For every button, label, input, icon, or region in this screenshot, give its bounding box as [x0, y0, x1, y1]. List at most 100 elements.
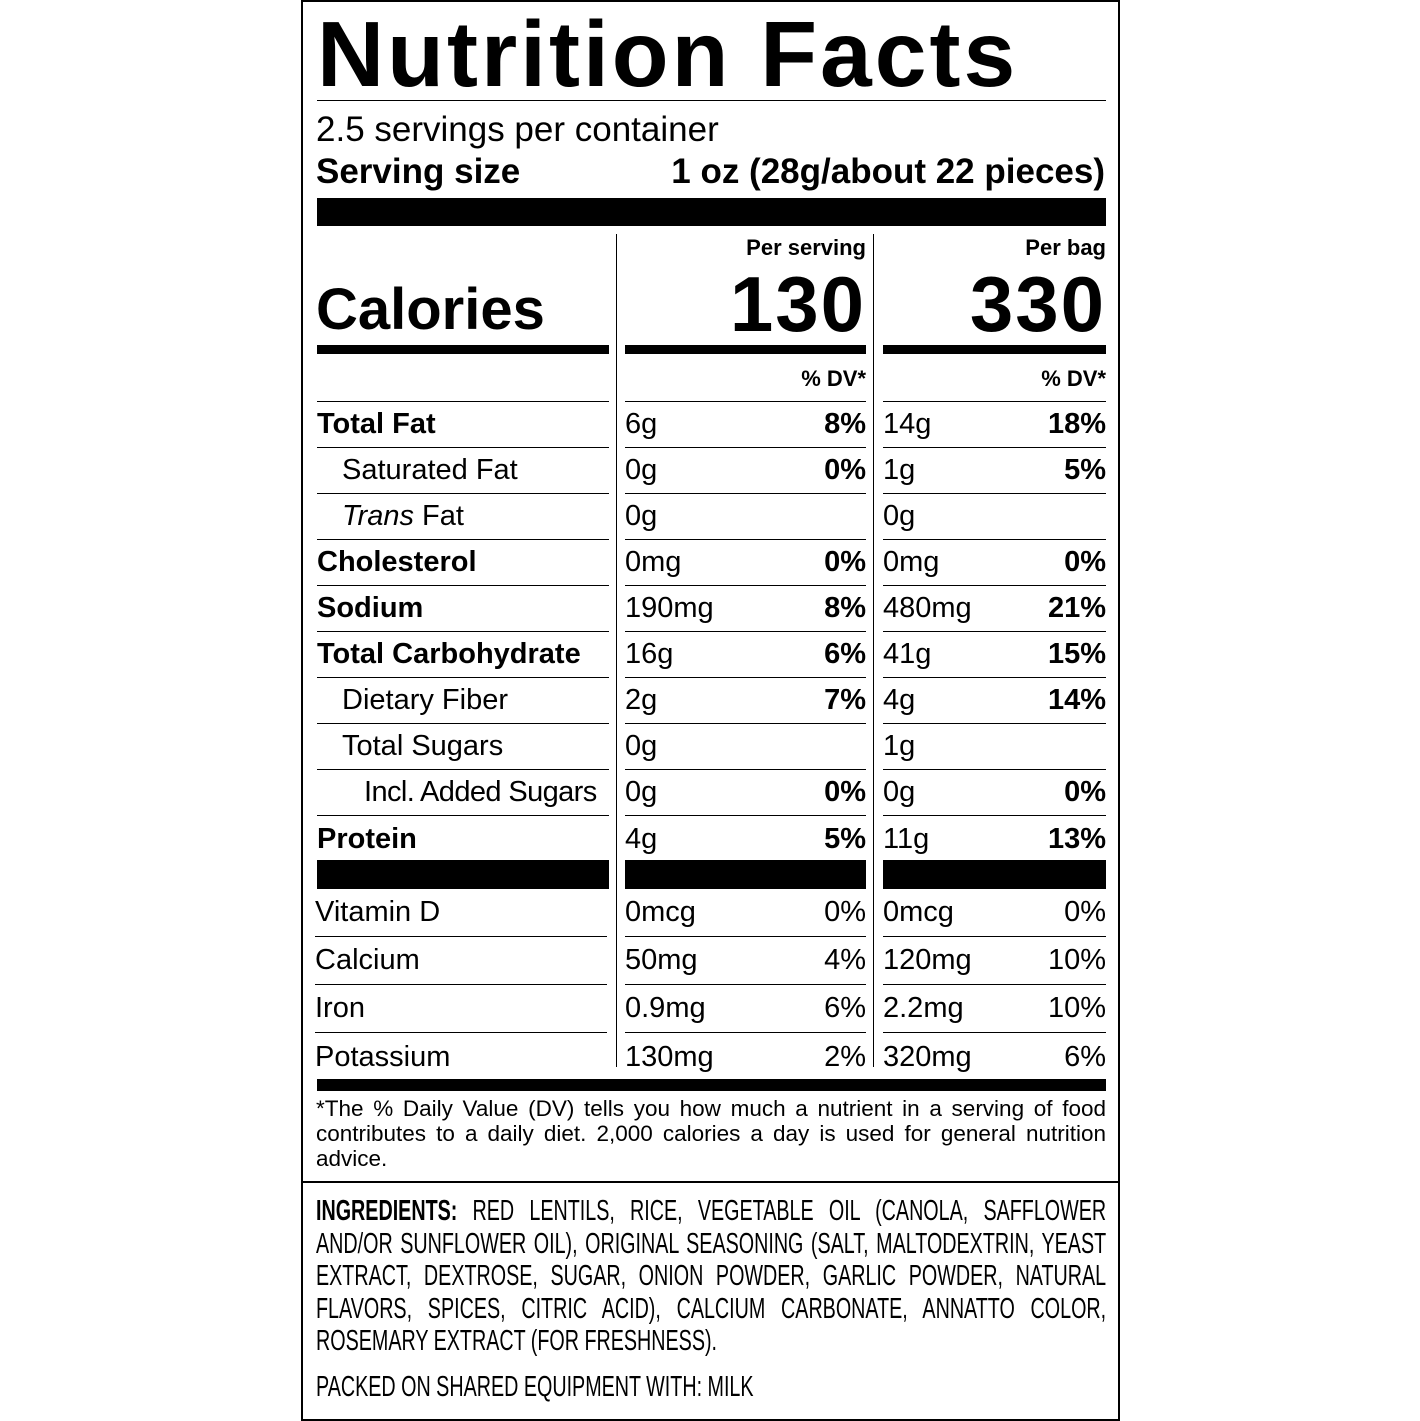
nutrient-row: Total Sugars 0g 1g	[317, 724, 1106, 770]
per-bag-cell: 0g 0%	[883, 770, 1106, 816]
section-bar	[883, 860, 1106, 889]
nutrient-name: Cholesterol	[317, 540, 609, 586]
nutrient-name: Sodium	[317, 586, 609, 632]
vitamin-name: Iron	[315, 985, 607, 1033]
serving-amount: 190mg	[625, 592, 714, 624]
per-bag-cell: 41g 15%	[883, 632, 1106, 678]
nutrient-label: Sodium	[317, 592, 424, 624]
nutrient-name: Protein	[317, 816, 609, 862]
per-bag-cell: 1g 5%	[883, 448, 1106, 494]
bag-dv: 0%	[1064, 546, 1106, 578]
per-bag-cell: 0mg 0%	[883, 540, 1106, 586]
nutrient-label: Incl. Added Sugars	[364, 776, 597, 808]
bag-dv: 10%	[1047, 992, 1106, 1024]
bag-dv: 15%	[1047, 638, 1106, 670]
per-serving-cell: 190mg 8%	[625, 586, 866, 632]
vitamin-name: Calcium	[315, 937, 607, 985]
serving-amount: 0g	[625, 500, 658, 532]
nutrient-label: Total Sugars	[342, 730, 504, 762]
serving-dv: 0%	[824, 546, 866, 578]
bag-dv: 21%	[1047, 592, 1106, 624]
per-bag-cell: 0g	[883, 494, 1106, 540]
serving-amount: 0mg	[625, 546, 682, 578]
per-bag-cell: 120mg 10%	[883, 937, 1106, 985]
calories-per-serving: 130	[729, 260, 866, 348]
calories-bar	[317, 345, 609, 354]
servings-per-container: 2.5 servings per container	[316, 110, 719, 149]
bag-dv: 18%	[1047, 408, 1106, 440]
bag-amount: 4g	[883, 684, 916, 716]
calories-per-bag: 330	[969, 260, 1106, 348]
per-serving-cell: 16g 6%	[625, 632, 866, 678]
nutrient-row: Total Fat 6g 8% 14g 18%	[317, 402, 1106, 448]
serving-amount: 6g	[625, 408, 658, 440]
vitamin-name: Vitamin D	[315, 889, 607, 937]
serving-size: Serving size 1 oz (28g/about 22 pieces)	[316, 150, 1105, 194]
vitamin-row: Iron 0.9mg 6% 2.2mg 10%	[315, 985, 1106, 1033]
nutrient-name: Total Sugars	[317, 724, 609, 770]
nutrient-name: Dietary Fiber	[317, 678, 609, 724]
bag-amount: 11g	[883, 822, 930, 855]
column-divider	[616, 234, 617, 1067]
bag-amount: 1g	[883, 454, 916, 486]
per-bag-cell: 2.2mg 10%	[883, 985, 1106, 1033]
thick-divider	[317, 1079, 1106, 1091]
per-serving-cell: 0g 0%	[625, 448, 866, 494]
bag-amount: 0mg	[883, 546, 940, 578]
per-serving-cell: 6g 8%	[625, 402, 866, 448]
per-serving-cell: 0g 0%	[625, 770, 866, 816]
serving-dv: 4%	[824, 944, 866, 976]
nutrient-row: Dietary Fiber 2g 7% 4g 14%	[317, 678, 1106, 724]
bag-dv: 6%	[1064, 1040, 1106, 1073]
bag-dv: 13%	[1047, 822, 1106, 855]
allergen-statement: PACKED ON SHARED EQUIPMENT WITH: MILK	[316, 1370, 754, 1403]
nutrient-label: Total Carbohydrate	[317, 638, 581, 670]
nutrient-name: Trans Fat	[317, 494, 609, 540]
nutrient-row: Sodium 190mg 8% 480mg 21%	[317, 586, 1106, 632]
vitamin-row: Potassium 130mg 2% 320mg 6%	[315, 1033, 1106, 1081]
per-bag-cell: 320mg 6%	[883, 1033, 1106, 1081]
nutrient-label-italic: Trans	[342, 500, 414, 532]
per-bag-cell: 480mg 21%	[883, 586, 1106, 632]
per-bag-header: Per bag	[1025, 235, 1106, 260]
serving-dv: 0%	[824, 776, 866, 808]
nutrient-row: Trans Fat 0g 0g	[317, 494, 1106, 540]
bag-amount: 0g	[883, 776, 916, 808]
nutrient-row: Protein 4g 5% 11g 13%	[317, 816, 1106, 862]
ingredients-label: INGREDIENTS:	[316, 1195, 458, 1227]
serving-amount: 0mcg	[625, 896, 696, 928]
column-divider	[873, 234, 874, 1067]
divider	[317, 100, 1106, 101]
bag-amount: 14g	[883, 408, 932, 440]
label-title: Nutrition Facts	[317, 2, 1019, 106]
serving-dv: 6%	[824, 992, 866, 1024]
serving-amount: 16g	[625, 638, 674, 670]
ingredients: INGREDIENTS: RED LENTILS, RICE, VEGETABL…	[316, 1195, 1106, 1358]
serving-dv: 8%	[824, 408, 866, 440]
nutrient-name: Total Fat	[317, 402, 609, 448]
per-bag-cell: 14g 18%	[883, 402, 1106, 448]
thick-divider	[317, 198, 1106, 226]
nutrient-row: Incl. Added Sugars 0g 0% 0g 0%	[317, 770, 1106, 816]
per-serving-header: Per serving	[746, 235, 866, 260]
nutrient-name: Saturated Fat	[317, 448, 609, 494]
ingredients-section: INGREDIENTS: RED LENTILS, RICE, VEGETABL…	[316, 1195, 1106, 1404]
bag-amount: 0mcg	[883, 896, 954, 928]
dv-header: % DV*	[625, 356, 866, 402]
nutrient-name: Total Carbohydrate	[317, 632, 609, 678]
nutrient-row: Cholesterol 0mg 0% 0mg 0%	[317, 540, 1106, 586]
serving-amount: 2g	[625, 684, 658, 716]
bag-dv: 14%	[1047, 684, 1106, 716]
per-serving-cell: 130mg 2%	[625, 1033, 866, 1081]
bag-dv: 0%	[1064, 776, 1106, 808]
divider	[303, 1181, 1118, 1183]
vitamin-row: Calcium 50mg 4% 120mg 10%	[315, 937, 1106, 985]
nutrient-name: Incl. Added Sugars	[317, 770, 609, 816]
bag-amount: 480mg	[883, 592, 972, 624]
dv-header-row: % DV* % DV*	[317, 356, 1106, 402]
serving-amount: 0g	[625, 776, 658, 808]
section-bar	[625, 860, 866, 889]
vitamin-name: Potassium	[315, 1040, 451, 1073]
bag-amount: 120mg	[883, 944, 972, 976]
bag-dv: 10%	[1047, 944, 1106, 976]
